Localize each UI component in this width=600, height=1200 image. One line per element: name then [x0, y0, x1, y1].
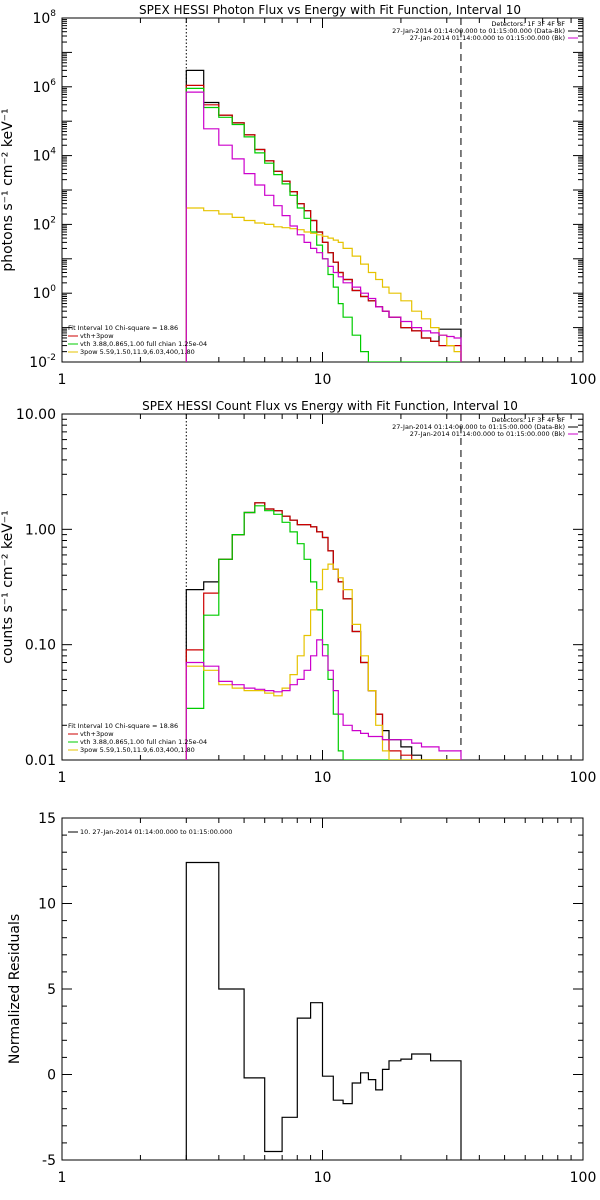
photon-y-axis-label: photons s⁻¹ cm⁻² keV⁻¹: [0, 108, 16, 271]
resid-series-10-27-jan-2014-01-14-00-: [185, 861, 462, 1160]
count-header-text: Detectors: 1F 3F 4F 8F: [491, 416, 565, 424]
photon-y-tick-exponent: 8: [50, 9, 56, 19]
count-legend-text: 3pow 5.59,1.50,11.9,6.03,400,1.80: [80, 746, 195, 754]
resid-x-tick-label: 1: [58, 1170, 67, 1186]
photon-series-3pow: [185, 207, 462, 362]
count-y-tick-label: 1.00: [25, 522, 56, 538]
photon-legend-text: vth+3pow: [80, 332, 114, 340]
resid-series-group: [185, 861, 462, 1160]
count-series-group: [185, 502, 462, 760]
count-header-text: 27-Jan-2014 01:14:00.000 to 01:15:00.000…: [392, 423, 565, 431]
photon-legend-text: vth 3.88,0.865,1.00 full chian 1.25e-04: [80, 340, 207, 348]
photon-y-tick-exponent: -2: [47, 353, 56, 363]
count-chart-title: SPEX HESSI Count Flux vs Energy with Fit…: [142, 399, 518, 413]
photon-series-vth: [185, 87, 461, 362]
count-x-tick-label: 1: [58, 770, 67, 786]
photon-header-text: 27-Jan-2014 01:14:00.000 to 01:15:00.000…: [410, 34, 565, 42]
resid-x-tick-label: 10: [314, 1170, 332, 1186]
count-plot: 1 10 100 0.01 0.10 1.00 10.00 counts s⁻¹ cm⁻² k…: [0, 407, 596, 786]
photon-y-tick-base: 10: [32, 80, 50, 96]
count-x-tick-label: 100: [570, 770, 597, 786]
photon-x-tick-label: 10: [314, 372, 332, 388]
count-legend-text: vth 3.88,0.865,1.00 full chian 1.25e-04: [80, 738, 207, 746]
photon-y-tick-base: 10: [32, 286, 50, 302]
photon-y-tick-label: 108: [32, 9, 56, 27]
resid-y-tick-label: 15: [38, 811, 56, 827]
count-header-text: 27-Jan-2014 01:14:00.000 to 01:15:00.000…: [410, 430, 565, 438]
photon-series-group: [185, 69, 462, 362]
count-series-vth: [185, 505, 461, 760]
photon-header-text: 27-Jan-2014 01:14:00.000 to 01:15:00.000…: [392, 27, 565, 35]
residuals-panel: 1 10 100 -5 0 5 10 15 Normalized Residuals 10. 27…: [7, 811, 596, 1186]
resid-legend-text: 10. 27-Jan-2014 01:14:00.000 to 01:15:00…: [80, 828, 232, 836]
residuals-plot: 1 10 100 -5 0 5 10 15 Normalized Residuals 10. 27…: [7, 811, 596, 1186]
resid-y-axis-label: Normalized Residuals: [7, 914, 23, 1064]
photon-y-tick-label: 106: [32, 78, 56, 96]
resid-x-tick-label: 100: [570, 1170, 597, 1186]
count-legend-text: Fit Interval 10 Chi-square = 18.86: [68, 722, 178, 730]
photon-x-tick-label: 100: [570, 372, 597, 388]
photon-y-tick-label: 10-2: [29, 353, 56, 371]
photon-y-tick-label: 104: [32, 147, 56, 165]
photon-header-text: Detectors: 1F 3F 4F 8F: [491, 20, 565, 28]
resid-y-tick-label: 0: [47, 1068, 56, 1084]
photon-chart-title: SPEX HESSI Photon Flux vs Energy with Fi…: [139, 3, 521, 17]
photon-flux-panel: SPEX HESSI Photon Flux vs Energy with Fi…: [0, 3, 596, 388]
photon-y-tick-label: 102: [32, 215, 56, 233]
photon-y-tick-exponent: 0: [50, 284, 56, 294]
photon-y-tick-base: 10: [29, 355, 47, 371]
resid-y-tick-label: -5: [42, 1153, 56, 1169]
photon-y-tick-base: 10: [32, 11, 50, 27]
count-x-tick-label: 10: [314, 770, 332, 786]
photon-x-tick-label: 1: [58, 372, 67, 388]
count-legend-text: vth+3pow: [80, 730, 114, 738]
photon-y-tick-base: 10: [32, 149, 50, 165]
photon-y-tick-exponent: 6: [50, 78, 56, 88]
resid-y-tick-label: 10: [38, 897, 56, 913]
count-y-tick-label: 10.00: [16, 407, 56, 423]
count-y-tick-label: 0.10: [25, 638, 56, 654]
photon-series-bk: [185, 91, 462, 362]
count-y-axis-label: counts s⁻¹ cm⁻² keV⁻¹: [0, 510, 16, 664]
resid-y-tick-label: 5: [47, 982, 56, 998]
photon-y-tick-label: 100: [32, 284, 56, 302]
photon-y-tick-base: 10: [32, 217, 50, 233]
photon-legend-text: 3pow 5.59,1.50,11.9,6.03,400,1.80: [80, 348, 195, 356]
count-y-tick-label: 0.01: [25, 753, 56, 769]
photon-legend-text: Fit Interval 10 Chi-square = 18.86: [68, 324, 178, 332]
count-flux-panel: SPEX HESSI Count Flux vs Energy with Fit…: [0, 399, 596, 786]
photon-y-tick-exponent: 2: [50, 215, 56, 225]
photon-y-tick-exponent: 4: [50, 147, 56, 157]
count-series-3pow: [185, 563, 461, 760]
count-series-bk: [185, 639, 462, 760]
